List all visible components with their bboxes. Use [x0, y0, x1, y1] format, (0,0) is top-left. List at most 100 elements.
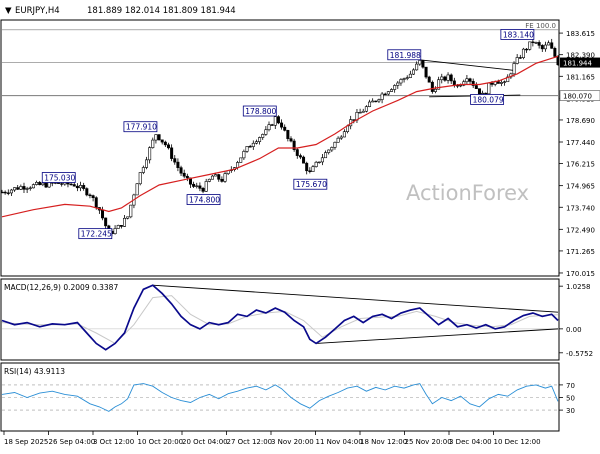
candle-body: [104, 217, 108, 227]
candle-body: [521, 48, 525, 58]
x-tick-label: 18 Sep 2025: [4, 438, 48, 446]
annotation-box: [186, 194, 221, 205]
candle-body: [141, 167, 145, 173]
level-label: FE 100.0: [525, 22, 556, 30]
watermark: ActionForex: [406, 181, 529, 205]
annotation-box: [470, 94, 505, 105]
candle-body: [289, 138, 293, 142]
candle-body: [427, 76, 431, 83]
annotation-label: 181.988: [390, 51, 421, 60]
price-y-label: 174.965: [566, 183, 595, 191]
candle-body: [314, 161, 318, 167]
candle-body: [342, 131, 346, 138]
candle-body: [242, 151, 246, 159]
candle-body: [270, 124, 274, 126]
candle-body: [324, 152, 328, 159]
candle-body: [412, 69, 416, 75]
candle-body: [361, 110, 365, 113]
candle-body: [236, 162, 240, 168]
candle-body: [126, 216, 130, 219]
level-badge: [559, 90, 600, 102]
candle-body: [336, 137, 340, 143]
x-tick-label: 3 Dec 04:00: [449, 438, 492, 446]
annotation-label: 175.670: [296, 180, 327, 189]
candle-body: [280, 122, 284, 128]
candle-body: [471, 81, 475, 86]
candle-body: [503, 81, 507, 83]
x-tick-label: 10 Dec 12:00: [494, 438, 541, 446]
candle-body: [371, 100, 375, 103]
candle-body: [41, 182, 45, 186]
annotation-label: 183.140: [503, 30, 534, 39]
candle-body: [157, 134, 161, 141]
x-tick-label: 3 Nov 20:00: [271, 438, 314, 446]
candle-body: [220, 178, 224, 182]
ema-line: [1, 55, 559, 218]
candle-body: [276, 116, 280, 124]
candle-body: [534, 42, 538, 44]
candle-body: [88, 194, 92, 197]
macd-main-line: [1, 284, 559, 351]
candle-body: [380, 93, 384, 100]
candle-body: [60, 183, 64, 185]
candle-body: [402, 78, 406, 80]
candle-body: [330, 147, 334, 151]
candle-body: [138, 172, 142, 185]
annotation-box: [293, 178, 328, 190]
candle-body: [553, 48, 557, 57]
price-y-label: 176.215: [566, 161, 595, 169]
annotation-box: [41, 172, 76, 183]
macd-trendline: [316, 328, 559, 344]
price-layer: FE 100.0 181.988 183.140 180.079 177.910 178.…: [0, 22, 560, 240]
price-y-label: 172.490: [566, 226, 595, 234]
candle-body: [550, 42, 554, 49]
candle-body: [440, 76, 444, 81]
candle-body: [35, 182, 39, 185]
rsi-y-label: 50: [566, 395, 575, 403]
candle-body: [119, 225, 123, 227]
rsi-panel-frame: [0, 362, 560, 432]
price-y-label: 173.740: [566, 204, 595, 212]
candle-body: [129, 204, 133, 218]
candle-body: [239, 157, 243, 163]
candle-body: [368, 101, 372, 107]
candle-body: [6, 192, 10, 194]
candle-body: [0, 191, 4, 194]
x-tick-label: 11 Nov 04:00: [316, 438, 363, 446]
candle-body: [204, 181, 208, 192]
macd-trendline: [152, 284, 559, 313]
candle-body: [163, 141, 167, 146]
price-y-label: 183.615: [566, 30, 595, 38]
candle-body: [499, 82, 503, 84]
rsi-title: RSI(14) 43.9113: [4, 367, 65, 376]
candle-body: [311, 166, 315, 172]
candle-body: [69, 183, 73, 186]
candle-body: [82, 185, 86, 189]
candle-body: [374, 100, 378, 103]
candle-body: [390, 89, 394, 92]
price-y-label: 171.265: [566, 248, 595, 256]
candle-body: [173, 158, 177, 163]
candle-body: [210, 175, 214, 180]
annotation-label: 180.079: [473, 95, 504, 104]
candle-body: [518, 57, 522, 59]
x-tick-label: 10 Oct 20:00: [138, 438, 184, 446]
price-badge: [560, 57, 600, 68]
candle-body: [477, 88, 481, 95]
x-tick-label: 25 Nov 20:00: [405, 438, 452, 446]
rsi-y-label: 70: [566, 382, 575, 390]
annotation-box: [387, 49, 422, 61]
candle-body: [123, 217, 127, 227]
candle-body: [339, 136, 343, 139]
candle-body: [283, 126, 287, 131]
candle-body: [217, 174, 221, 180]
candle-body: [154, 134, 158, 141]
x-tick-label: 3 Oct 12:00: [93, 438, 134, 446]
candle-body: [484, 92, 488, 95]
header-icon: ▼: [5, 6, 12, 16]
candle-body: [135, 183, 139, 196]
candle-body: [166, 144, 170, 149]
candle-body: [44, 182, 48, 188]
candle-body: [85, 188, 89, 196]
